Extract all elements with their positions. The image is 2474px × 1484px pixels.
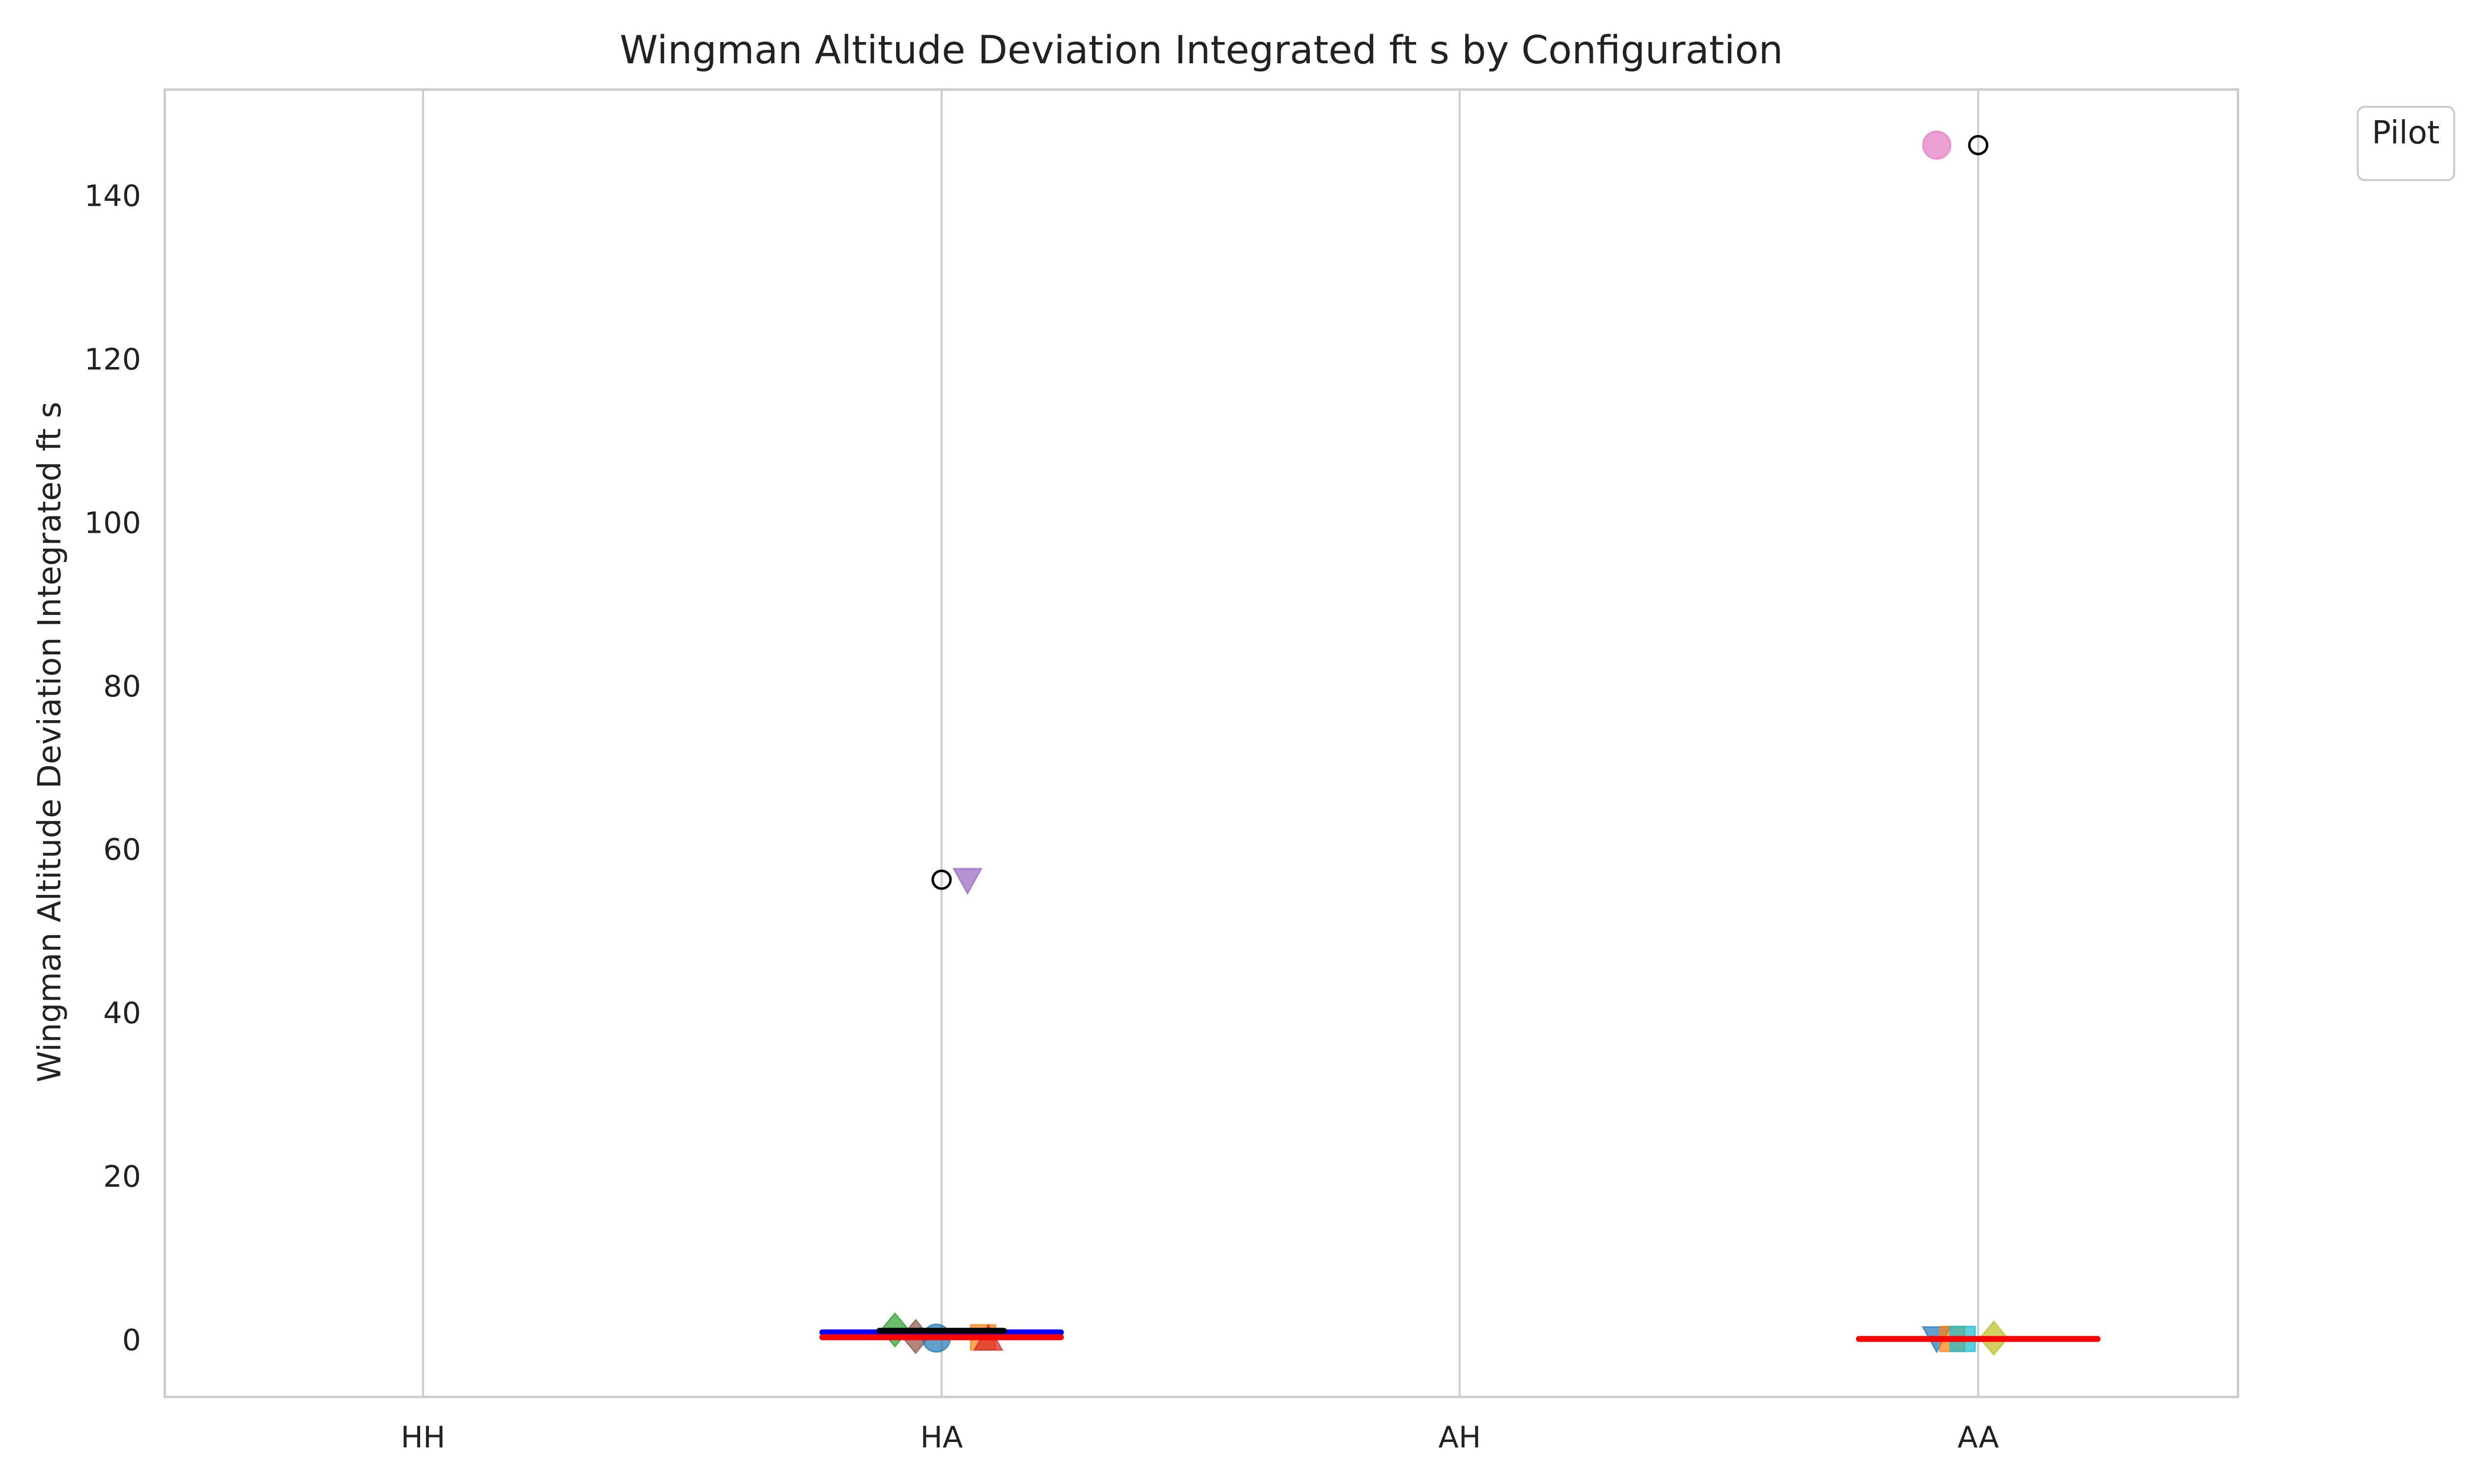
legend: Pilot <box>2357 106 2455 181</box>
x-tick-labels: HH HA AH AA <box>401 1420 1999 1455</box>
y-tick-label: 140 <box>84 179 141 214</box>
y-tick-label: 20 <box>103 1159 141 1194</box>
y-tick-label: 60 <box>103 833 141 867</box>
y-tick-label: 40 <box>103 996 141 1031</box>
legend-title: Pilot <box>2372 115 2440 151</box>
grid-layer <box>422 90 1979 1397</box>
data-point <box>952 868 983 895</box>
data-point <box>1922 130 1951 160</box>
x-tick-label: AA <box>1957 1420 1999 1455</box>
y-tick-label: 120 <box>84 342 141 377</box>
outlier-marker <box>1968 135 1989 155</box>
legend-box <box>2357 106 2455 181</box>
y-tick-labels: 0 20 40 60 80 100 120 140 <box>84 179 141 1358</box>
plot-frame <box>163 88 2239 1398</box>
chart-title: Wingman Altitude Deviation Integrated ft… <box>619 28 1783 73</box>
y-tick-label: 100 <box>84 506 141 540</box>
outlier-marker <box>931 869 952 890</box>
y-tick-label: 80 <box>103 669 141 704</box>
x-tick-label: AH <box>1438 1420 1481 1455</box>
x-tick-label: HA <box>920 1420 963 1455</box>
data-marks <box>819 130 2101 1356</box>
y-axis-label: Wingman Altitude Deviation Integrated ft… <box>32 402 68 1082</box>
y-tick-label: 0 <box>122 1323 141 1357</box>
x-tick-label: HH <box>401 1420 445 1455</box>
